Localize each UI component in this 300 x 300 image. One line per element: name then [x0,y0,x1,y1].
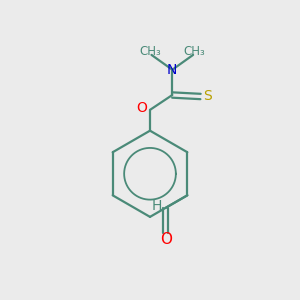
Text: N: N [167,63,178,77]
Text: CH₃: CH₃ [139,45,161,58]
Text: S: S [204,89,212,103]
Text: CH₃: CH₃ [184,45,206,58]
Text: O: O [136,101,147,116]
Text: H: H [151,199,162,213]
Text: O: O [160,232,172,247]
